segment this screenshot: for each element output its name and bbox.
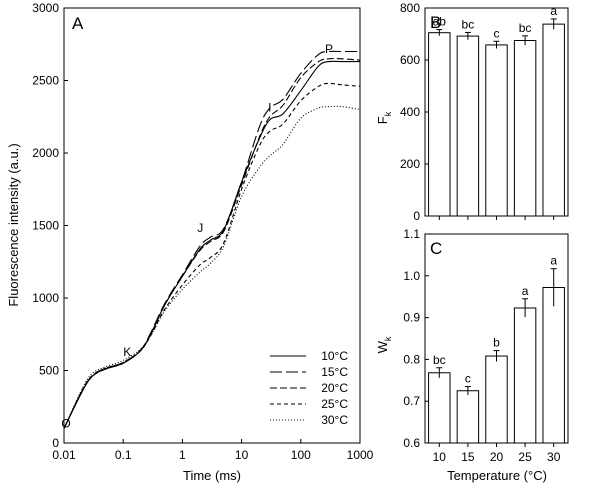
panel-a-plot-frame	[63, 7, 361, 444]
panel-a-y-tick-label: 2500	[32, 74, 59, 88]
phase-label-j: J	[197, 221, 203, 235]
panel-a-annotations: O K J I P	[61, 42, 333, 431]
panel-b-bars: ab bc c bc a	[428, 4, 565, 217]
panel-c-y-ticks: 0.6 0.7 0.8 0.9 1.0 1.1	[403, 227, 429, 450]
legend-label: 15°C	[321, 365, 348, 379]
panel-a-y-tick-label: 1000	[32, 291, 59, 305]
panel-a-y-tick-label: 1500	[32, 219, 59, 233]
panel-b-y-tick-label: 400	[400, 105, 420, 119]
significance-letter-10: ab	[433, 15, 447, 29]
significance-letter-20: b	[493, 336, 500, 350]
panel-a-legend: 10°C 15°C 20°C 25°C 30°C	[270, 349, 348, 427]
legend-label: 30°C	[321, 413, 348, 427]
panel-a-x-tick-label: 100	[291, 448, 311, 462]
panel-c-x-tick-label: 15	[461, 450, 475, 464]
bar-15	[456, 390, 480, 444]
phase-label-p: P	[325, 42, 333, 56]
series-line-30c	[63, 105, 361, 429]
series-line-10c	[63, 60, 360, 429]
series-line-25c	[63, 82, 361, 429]
significance-letter-10: bc	[433, 353, 446, 367]
bar-30	[542, 287, 565, 444]
bar-30	[542, 23, 565, 217]
panel-a-y-tick-label: 0	[52, 436, 59, 450]
panel-c-x-tick-label: 10	[433, 450, 447, 464]
panel-b-y-label-sub: k	[383, 111, 393, 116]
panel-a-series-lines	[63, 50, 361, 429]
bar-20	[485, 44, 508, 217]
panel-c-y-tick-label: 1.1	[403, 227, 420, 241]
bar-25	[513, 307, 537, 444]
panel-a-x-ticks: 0.01 0.1 1 10 100 1000	[52, 439, 374, 462]
significance-letter-30: a	[550, 4, 557, 18]
panel-a-x-tick-label: 0.1	[115, 448, 132, 462]
panel-c-bar-chart: C 0.6 0.7 0.8 0.9 1.0 1.1 10 15 20 25 30 bc c b a a T…	[375, 227, 569, 483]
panel-a-y-axis-label: Fluorescence intensity (a.u.)	[6, 143, 21, 306]
panel-a-x-tick-label: 1	[179, 448, 186, 462]
panel-a-x-tick-label: 0.01	[52, 448, 76, 462]
panel-b-bar-chart: B 0 200 400 600 800 ab bc c bc a Fk	[375, 1, 569, 223]
panel-a-y-tick-label: 3000	[32, 1, 59, 15]
panel-c-letter: C	[430, 239, 442, 258]
panel-c-y-tick-label: 1.0	[403, 269, 420, 283]
panel-a-x-tick-label: 10	[235, 448, 249, 462]
panel-a-y-ticks: 0 500 1000 1500 2000 2500 3000	[32, 1, 68, 450]
significance-letter-25: bc	[519, 21, 532, 35]
panel-c-y-label-sub: k	[383, 336, 393, 341]
panel-c-x-tick-label: 25	[518, 450, 532, 464]
panel-a-letter: A	[72, 14, 84, 33]
significance-letter-30: a	[550, 254, 557, 268]
bar-10	[428, 372, 451, 444]
significance-letter-20: c	[494, 26, 500, 40]
panel-c-y-tick-label: 0.6	[403, 436, 420, 450]
panel-c-x-ticks: 10 15 20 25 30	[433, 443, 561, 464]
panel-c-y-label-main: W	[375, 340, 390, 353]
panel-b-y-tick-label: 0	[413, 209, 420, 223]
series-line-20c	[63, 57, 361, 429]
panel-a-line-chart: A 0 500 1000 1500 2000 2500 3000 0.01 0.1 1 10 100…	[6, 1, 374, 483]
panel-c-bars: bc c b a a	[428, 254, 565, 444]
phase-label-o: O	[61, 417, 70, 431]
panel-c-y-tick-label: 0.8	[403, 352, 420, 366]
panel-b-letter: B	[430, 13, 441, 32]
bar-25	[513, 40, 537, 217]
panel-c-x-axis-label: Temperature (°C)	[447, 468, 547, 483]
bar-20	[485, 355, 508, 444]
phase-label-k: K	[123, 345, 131, 359]
panel-c-y-tick-label: 0.9	[403, 311, 420, 325]
panel-a-x-tick-label: 1000	[347, 448, 374, 462]
phase-label-i: I	[268, 101, 271, 115]
panel-b-y-tick-label: 800	[400, 1, 420, 15]
panel-c-x-tick-label: 20	[490, 450, 504, 464]
panel-a-y-tick-label: 2000	[32, 146, 59, 160]
panel-b-x-ticks	[438, 216, 555, 220]
legend-label: 25°C	[321, 397, 348, 411]
panel-c-y-axis-label: Wk	[375, 336, 393, 353]
legend-label: 10°C	[321, 349, 348, 363]
legend-label: 20°C	[321, 381, 348, 395]
panel-a-x-axis-label: Time (ms)	[183, 468, 241, 483]
panel-a-y-tick-label: 500	[39, 364, 59, 378]
series-line-15c	[63, 50, 360, 429]
panel-c-y-tick-label: 0.7	[403, 394, 420, 408]
panel-b-y-axis-label: Fk	[375, 111, 393, 124]
panel-b-y-tick-label: 200	[400, 157, 420, 171]
panel-b-y-tick-label: 600	[400, 53, 420, 67]
significance-letter-25: a	[522, 284, 529, 298]
significance-letter-15: c	[465, 372, 471, 386]
panel-c-x-tick-label: 30	[547, 450, 561, 464]
panel-b-y-label-main: F	[375, 116, 390, 124]
bar-10	[428, 32, 451, 217]
bar-15	[456, 35, 480, 217]
significance-letter-15: bc	[462, 17, 475, 31]
